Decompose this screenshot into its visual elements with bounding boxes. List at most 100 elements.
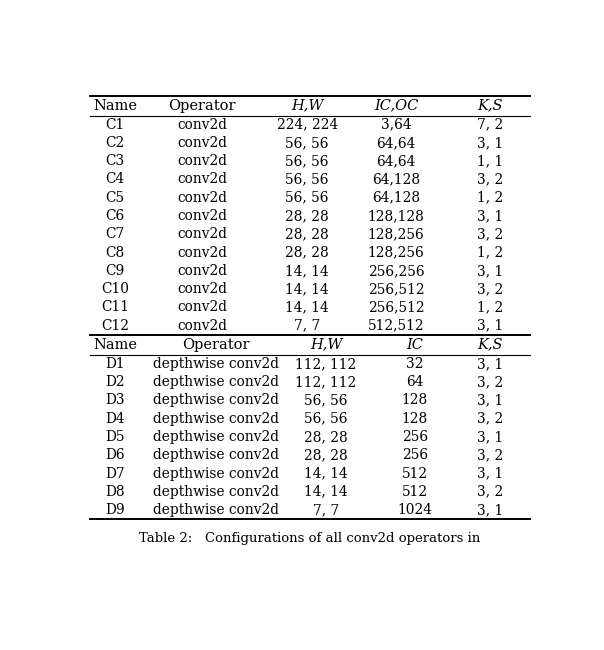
Text: depthwise conv2d: depthwise conv2d — [153, 430, 279, 444]
Text: conv2d: conv2d — [177, 190, 227, 205]
Text: conv2d: conv2d — [177, 172, 227, 187]
Text: 3,64: 3,64 — [381, 118, 411, 132]
Text: conv2d: conv2d — [177, 118, 227, 132]
Text: depthwise conv2d: depthwise conv2d — [153, 467, 279, 480]
Text: 64,64: 64,64 — [376, 136, 416, 150]
Text: 3, 2: 3, 2 — [477, 172, 503, 187]
Text: C11: C11 — [101, 300, 129, 315]
Text: H,W: H,W — [310, 338, 342, 352]
Text: D1: D1 — [106, 357, 125, 371]
Text: D6: D6 — [106, 448, 125, 462]
Text: depthwise conv2d: depthwise conv2d — [153, 357, 279, 371]
Text: D8: D8 — [106, 485, 125, 499]
Text: 64,64: 64,64 — [376, 154, 416, 168]
Text: 1, 2: 1, 2 — [477, 246, 503, 259]
Text: Table 2:   Configurations of all conv2d operators in: Table 2: Configurations of all conv2d op… — [139, 532, 480, 545]
Text: 128,128: 128,128 — [368, 209, 425, 223]
Text: 56, 56: 56, 56 — [304, 411, 348, 426]
Text: C6: C6 — [106, 209, 125, 223]
Text: 1, 1: 1, 1 — [477, 154, 503, 168]
Text: K,S: K,S — [477, 99, 503, 112]
Text: 512,512: 512,512 — [368, 318, 425, 333]
Text: 3, 1: 3, 1 — [477, 136, 503, 150]
Text: D3: D3 — [106, 393, 125, 408]
Text: 64,128: 64,128 — [372, 172, 420, 187]
Text: conv2d: conv2d — [177, 264, 227, 278]
Text: 7, 7: 7, 7 — [313, 503, 339, 517]
Text: 56, 56: 56, 56 — [286, 190, 329, 205]
Text: 28, 28: 28, 28 — [285, 227, 329, 241]
Text: conv2d: conv2d — [177, 136, 227, 150]
Text: D9: D9 — [106, 503, 125, 517]
Text: 112, 112: 112, 112 — [295, 357, 356, 371]
Text: conv2d: conv2d — [177, 209, 227, 223]
Text: 512: 512 — [402, 467, 428, 480]
Text: 28, 28: 28, 28 — [304, 430, 348, 444]
Text: 128: 128 — [402, 393, 428, 408]
Text: depthwise conv2d: depthwise conv2d — [153, 503, 279, 517]
Text: depthwise conv2d: depthwise conv2d — [153, 485, 279, 499]
Text: 256,256: 256,256 — [368, 264, 425, 278]
Text: 56, 56: 56, 56 — [286, 172, 329, 187]
Text: 14, 14: 14, 14 — [304, 485, 348, 499]
Text: 14, 14: 14, 14 — [285, 282, 329, 296]
Text: 14, 14: 14, 14 — [304, 467, 348, 480]
Text: IC,OC: IC,OC — [374, 99, 419, 112]
Text: 28, 28: 28, 28 — [304, 448, 348, 462]
Text: 14, 14: 14, 14 — [285, 264, 329, 278]
Text: C5: C5 — [106, 190, 125, 205]
Text: conv2d: conv2d — [177, 154, 227, 168]
Text: 128,256: 128,256 — [368, 246, 425, 259]
Text: C2: C2 — [106, 136, 125, 150]
Text: 128: 128 — [402, 411, 428, 426]
Text: K,S: K,S — [477, 338, 503, 352]
Text: C10: C10 — [101, 282, 129, 296]
Text: 3, 2: 3, 2 — [477, 411, 503, 426]
Text: 512: 512 — [402, 485, 428, 499]
Text: 3, 1: 3, 1 — [477, 393, 503, 408]
Text: 64: 64 — [406, 375, 423, 389]
Text: H,W: H,W — [291, 99, 323, 112]
Text: 14, 14: 14, 14 — [285, 300, 329, 315]
Text: 3, 2: 3, 2 — [477, 448, 503, 462]
Text: 256: 256 — [402, 430, 428, 444]
Text: 7, 7: 7, 7 — [294, 318, 320, 333]
Text: 7, 2: 7, 2 — [477, 118, 503, 132]
Text: 3, 1: 3, 1 — [477, 209, 503, 223]
Text: 32: 32 — [406, 357, 423, 371]
Text: 3, 2: 3, 2 — [477, 485, 503, 499]
Text: 56, 56: 56, 56 — [286, 136, 329, 150]
Text: C1: C1 — [106, 118, 125, 132]
Text: Operator: Operator — [168, 99, 236, 112]
Text: 3, 2: 3, 2 — [477, 227, 503, 241]
Text: depthwise conv2d: depthwise conv2d — [153, 448, 279, 462]
Text: C3: C3 — [106, 154, 125, 168]
Text: 3, 1: 3, 1 — [477, 503, 503, 517]
Text: IC: IC — [406, 338, 423, 352]
Text: 256: 256 — [402, 448, 428, 462]
Text: C7: C7 — [106, 227, 125, 241]
Text: 3, 2: 3, 2 — [477, 282, 503, 296]
Text: 3, 2: 3, 2 — [477, 375, 503, 389]
Text: D5: D5 — [106, 430, 125, 444]
Text: C9: C9 — [106, 264, 125, 278]
Text: C12: C12 — [101, 318, 129, 333]
Text: 1, 2: 1, 2 — [477, 300, 503, 315]
Text: 3, 1: 3, 1 — [477, 264, 503, 278]
Text: Name: Name — [93, 338, 137, 352]
Text: conv2d: conv2d — [177, 282, 227, 296]
Text: depthwise conv2d: depthwise conv2d — [153, 411, 279, 426]
Text: C4: C4 — [106, 172, 125, 187]
Text: conv2d: conv2d — [177, 227, 227, 241]
Text: 224, 224: 224, 224 — [277, 118, 338, 132]
Text: 64,128: 64,128 — [372, 190, 420, 205]
Text: 3, 1: 3, 1 — [477, 357, 503, 371]
Text: D2: D2 — [106, 375, 125, 389]
Text: 3, 1: 3, 1 — [477, 467, 503, 480]
Text: 256,512: 256,512 — [368, 300, 425, 315]
Text: 1, 2: 1, 2 — [477, 190, 503, 205]
Text: conv2d: conv2d — [177, 246, 227, 259]
Text: 28, 28: 28, 28 — [285, 209, 329, 223]
Text: 112, 112: 112, 112 — [295, 375, 356, 389]
Text: 3, 1: 3, 1 — [477, 318, 503, 333]
